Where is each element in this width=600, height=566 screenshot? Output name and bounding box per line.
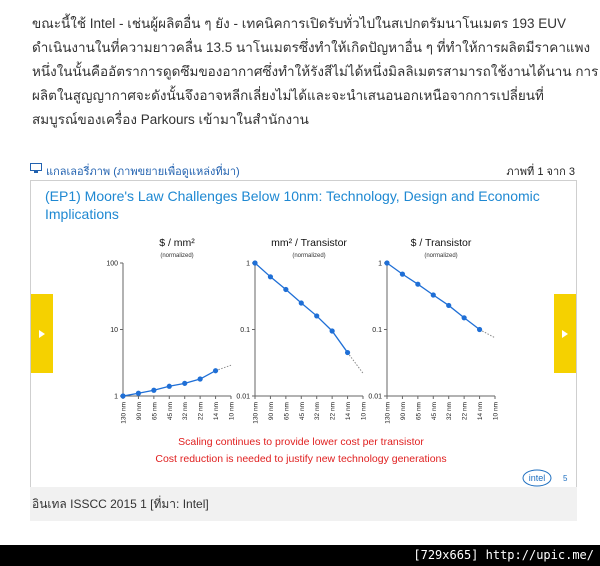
data-point xyxy=(212,368,219,374)
x-tick-label: 45 nm xyxy=(167,402,174,420)
x-tick-label: 10 nm xyxy=(361,402,368,420)
data-point xyxy=(329,328,335,334)
gallery-icon xyxy=(30,163,42,173)
data-point xyxy=(135,390,142,396)
data-point xyxy=(151,387,157,393)
data-point xyxy=(446,302,452,309)
y-tick-label: 0.01 xyxy=(368,394,382,401)
y-tick-label: 1 xyxy=(246,261,250,268)
data-point xyxy=(283,286,289,293)
y-tick-label: 1 xyxy=(114,394,118,401)
caption: อินเทล ISSCC 2015 1 [ที่มา: Intel] xyxy=(30,487,577,521)
slide-note: Scaling continues to provide lower cost … xyxy=(178,436,424,448)
x-tick-label: 22 nm xyxy=(330,402,337,420)
y-tick-label: 1 xyxy=(378,261,382,268)
x-tick-label: 130 nm xyxy=(253,402,260,424)
chart-title: $ / mm² xyxy=(159,237,195,249)
caption-text: อินเทล ISSCC 2015 1 [ที่มา: Intel] xyxy=(32,497,209,511)
y-tick-label: 0.1 xyxy=(240,327,250,334)
x-tick-label: 90 nm xyxy=(268,402,275,420)
x-tick-label: 10 nm xyxy=(493,402,500,420)
x-tick-label: 45 nm xyxy=(299,402,306,420)
x-tick-label: 22 nm xyxy=(462,402,469,420)
x-tick-label: 65 nm xyxy=(415,402,422,420)
data-point xyxy=(298,300,304,306)
article-line: ผลิตในสูญญากาศจะดังนั้นจึงอาจหลีกเลี่ยงไ… xyxy=(32,88,544,103)
slide-title: (EP1) Moore's Law Challenges Below 10nm:… xyxy=(45,188,540,222)
logo: intel xyxy=(529,473,546,483)
prev-arrow xyxy=(39,330,45,338)
data-point xyxy=(384,260,390,266)
data-point xyxy=(197,376,203,382)
y-tick-label: 100 xyxy=(106,261,118,268)
gallery-counter: ภาพที่ 1 จาก 3 xyxy=(506,166,575,178)
data-point xyxy=(314,313,320,319)
data-point xyxy=(344,349,351,356)
x-tick-label: 14 nm xyxy=(345,402,352,420)
slide-page: 5 xyxy=(563,474,568,483)
y-tick-label: 10 xyxy=(110,327,118,334)
chart-subtitle: (normalized) xyxy=(424,253,457,259)
chart-title: $ / Transistor xyxy=(411,237,472,249)
watermark: [729x665] http://upic.me/ xyxy=(413,548,594,562)
x-tick-label: 32 nm xyxy=(314,402,321,420)
x-tick-label: 45 nm xyxy=(431,402,438,420)
chart-subtitle: (normalized) xyxy=(160,253,193,259)
projection-line xyxy=(347,352,364,374)
data-point xyxy=(430,292,436,298)
y-tick-label: 0.01 xyxy=(236,394,250,401)
x-tick-label: 65 nm xyxy=(151,402,158,420)
x-tick-label: 22 nm xyxy=(198,402,205,420)
logo-ring xyxy=(522,469,552,487)
x-tick-label: 14 nm xyxy=(477,402,484,420)
data-point xyxy=(415,281,421,287)
watermark-bar: [729x665] http://upic.me/ xyxy=(0,545,600,566)
article-line: ขณะนี้ใช้ Intel - เช่นผู้ผลิตอื่น ๆ ยัง … xyxy=(32,16,567,31)
slide: (EP1) Moore's Law Challenges Below 10nm:… xyxy=(30,180,577,488)
data-point xyxy=(166,383,172,389)
x-tick-label: 65 nm xyxy=(283,402,290,420)
x-tick-label: 90 nm xyxy=(136,402,143,420)
slide-note: Cost reduction is needed to justify new … xyxy=(155,453,446,465)
next-arrow xyxy=(562,330,568,338)
x-tick-label: 130 nm xyxy=(121,402,128,424)
x-tick-label: 32 nm xyxy=(446,402,453,420)
y-tick-label: 0.1 xyxy=(372,327,382,334)
article-line: สมบูรณ์ของเครื่อง Parkours เข้ามาในสำนัก… xyxy=(32,112,309,127)
data-point xyxy=(267,274,274,280)
data-point xyxy=(120,393,126,399)
x-tick-label: 10 nm xyxy=(229,402,236,420)
chart-title: mm² / Transistor xyxy=(271,237,347,249)
article: ขณะนี้ใช้ Intel - เช่นผู้ผลิตอื่น ๆ ยัง … xyxy=(32,12,599,132)
data-point xyxy=(461,315,467,321)
data-point xyxy=(252,260,258,266)
chart-subtitle: (normalized) xyxy=(292,253,325,259)
data-point xyxy=(399,271,406,277)
x-tick-label: 130 nm xyxy=(385,402,392,424)
slide-canvas: (EP1) Moore's Law Challenges Below 10nm:… xyxy=(31,188,576,487)
article-line: หนึ่งในนั้นคืออัตราการดูดซึมของอากาศซึ่ง… xyxy=(32,64,599,79)
x-tick-label: 90 nm xyxy=(400,402,407,420)
article-line: ดำเนินงานในที่ความยาวคลื่น 13.5 นาโนเมตร… xyxy=(32,40,591,55)
data-point xyxy=(182,380,188,386)
x-tick-label: 14 nm xyxy=(213,402,220,420)
gallery-label[interactable]: แกลเลอรี่ภาพ (ภาพขยายเพื่อดูแหล่งที่มา) xyxy=(46,166,240,178)
x-tick-label: 32 nm xyxy=(182,402,189,420)
data-point xyxy=(476,326,483,333)
projection-line xyxy=(479,329,496,339)
